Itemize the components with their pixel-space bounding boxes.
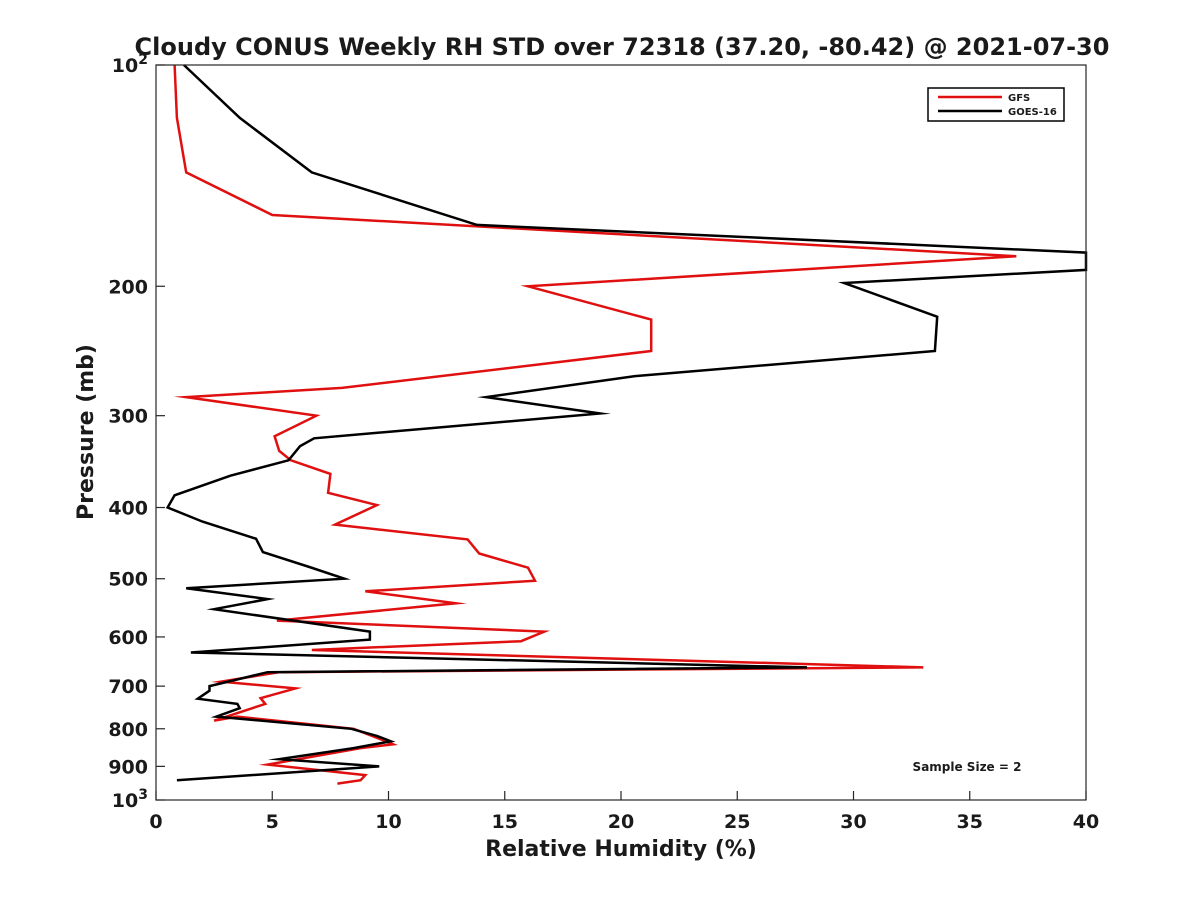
x-tick-label: 35: [957, 811, 983, 833]
y-tick-label: 500: [108, 569, 148, 591]
x-tick-label: 15: [492, 811, 518, 833]
y-tick-label: 300: [108, 406, 148, 428]
legend-label-gfs: GFS: [1008, 93, 1030, 104]
y-tick-label: 103: [112, 787, 148, 812]
x-tick-label: 5: [266, 811, 279, 833]
plot-area: [165, 64, 1088, 785]
x-tick-label: 30: [840, 811, 866, 833]
y-tick-label: 200: [108, 276, 148, 298]
x-tick-label: 20: [608, 811, 634, 833]
x-axis-label: Relative Humidity (%): [485, 837, 757, 862]
y-tick-label: 900: [108, 756, 148, 778]
x-axis: 0 5 10 15 20 25 30 35 40: [149, 791, 1099, 833]
y-tick-label: 800: [108, 719, 148, 741]
y-tick-label: 400: [108, 498, 148, 520]
legend-label-goes16: GOES-16: [1008, 107, 1057, 118]
x-tick-label: 0: [149, 811, 162, 833]
y-axis: 102 200 300 400 500 600 700 800 900 103: [108, 52, 165, 812]
y-tick-label: 700: [108, 676, 148, 698]
legend-box: [927, 87, 1065, 122]
y-tick-label: 600: [108, 627, 148, 649]
x-tick-label: 10: [375, 811, 401, 833]
chart-title: Cloudy CONUS Weekly RH STD over 72318 (3…: [135, 33, 1110, 61]
y-axis-label: Pressure (mb): [74, 344, 99, 520]
x-tick-label: 40: [1073, 811, 1099, 833]
y-tick-label: 102: [112, 52, 148, 77]
series-line-goes16: [165, 64, 1088, 782]
legend: GFS GOES-16: [927, 87, 1065, 122]
sample-size-annotation: Sample Size = 2: [913, 760, 1022, 774]
x-tick-label: 25: [724, 811, 750, 833]
